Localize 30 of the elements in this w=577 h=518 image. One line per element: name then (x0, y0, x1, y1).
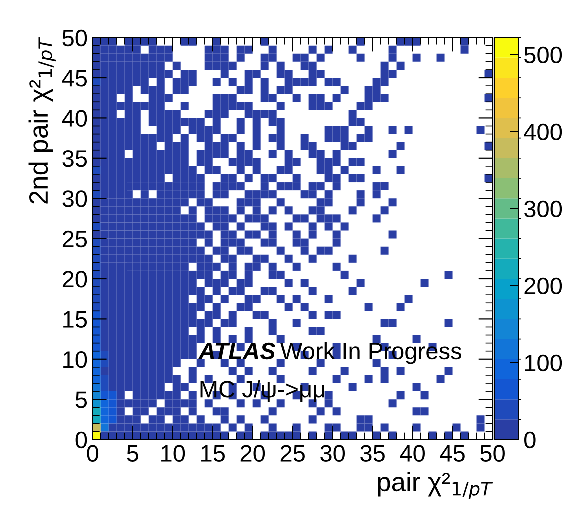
x-axis-title: pair χ²$_{1/pT}$ (378, 472, 494, 500)
color-bar-label: 300 (524, 200, 562, 218)
x-tick-label: 15 (202, 446, 225, 462)
y-tick-label: 45 (62, 70, 88, 87)
y-tick-label: 15 (64, 312, 88, 328)
color-bar-label: 200 (524, 278, 562, 295)
y-tick-label: 40 (62, 110, 88, 127)
y-tick-label: 25 (62, 230, 88, 248)
color-bar-label: 500 (524, 46, 562, 64)
color-bar-label: 400 (524, 124, 562, 141)
x-tick-label: 40 (400, 445, 425, 462)
y-tick-label: 20 (62, 271, 88, 288)
y-tick-label: 30 (62, 190, 88, 208)
y-tick-label: 0 (76, 432, 88, 449)
color-bar-label: 0 (524, 432, 536, 449)
y-tick-label: 35 (62, 150, 88, 168)
x-tick-label: 35 (360, 445, 385, 462)
x-tick-label: 25 (280, 445, 305, 462)
color-bar-label: 100 (525, 354, 562, 372)
y-tick-label: 5 (76, 392, 88, 408)
x-tick-label: 10 (162, 445, 186, 462)
y-tick-label: 10 (64, 351, 88, 368)
x-tick-label: 0 (87, 445, 99, 462)
x-tick-label: 30 (320, 445, 346, 462)
x-tick-label: 20 (240, 445, 266, 462)
x-tick-label: 5 (127, 446, 138, 462)
x-tick-label: 50 (480, 445, 505, 462)
y-axis-title: 2nd pair χ²$_{1/pT}$ (28, 37, 56, 204)
x-tick-label: 45 (440, 446, 465, 462)
y-tick-label: 50 (62, 30, 88, 47)
